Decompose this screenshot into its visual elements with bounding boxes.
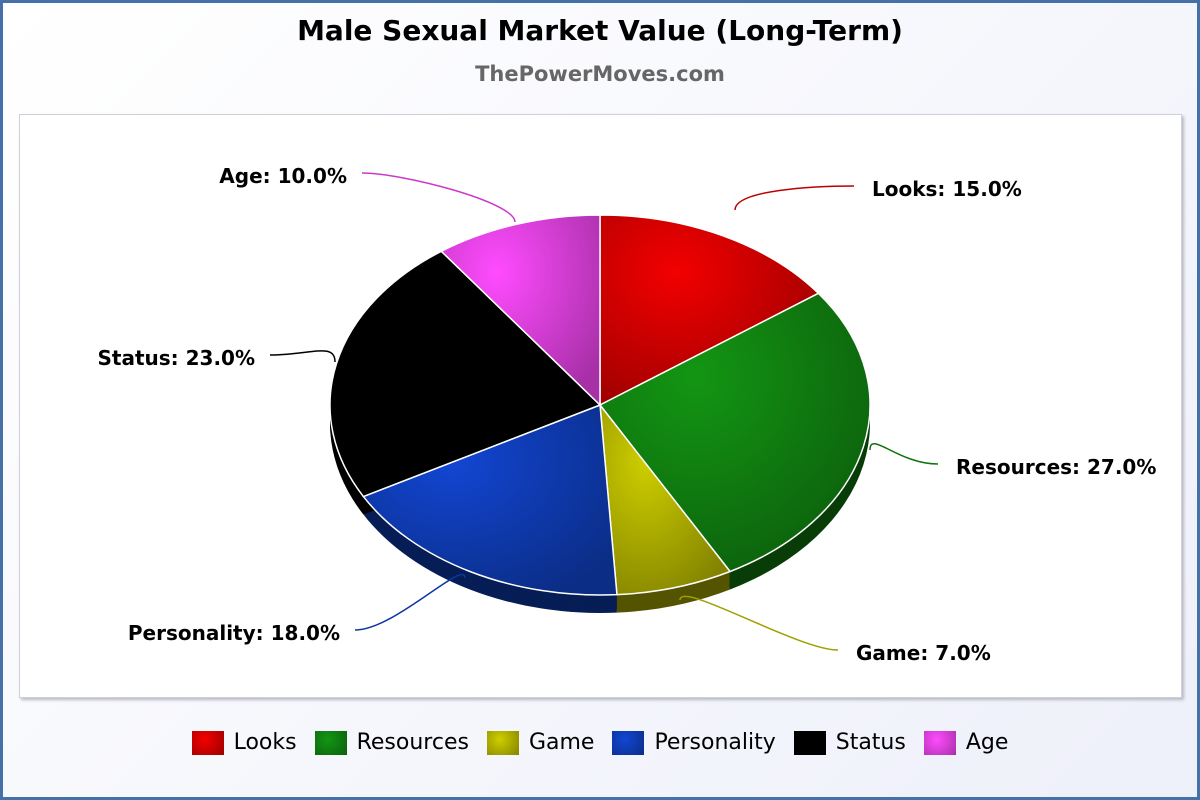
legend-swatch	[486, 730, 519, 755]
legend: Looks Resources Game Personality Status Age	[0, 730, 1200, 755]
legend-swatch	[793, 730, 826, 755]
chart-subtitle: ThePowerMoves.com	[475, 62, 725, 86]
legend-swatch	[923, 730, 956, 755]
pie-slice-resources[interactable]	[598, 292, 871, 573]
leader-line	[361, 172, 516, 223]
pie-slice-looks[interactable]	[599, 214, 820, 407]
legend-swatch	[612, 730, 645, 755]
data-label: Resources: 27.0%	[956, 455, 1156, 479]
data-label: Personality: 18.0%	[128, 621, 340, 645]
legend-label: Resources	[356, 730, 469, 755]
pie-slice-game[interactable]	[599, 402, 732, 596]
chart-title: Male Sexual Market Value (Long-Term)	[297, 14, 903, 47]
legend-item[interactable]: Resources	[314, 730, 469, 755]
legend-label: Game	[528, 730, 595, 755]
leader-line	[354, 573, 466, 631]
legend-label: Personality	[654, 730, 776, 755]
legend-item[interactable]: Status	[793, 730, 906, 755]
legend-label: Status	[835, 730, 906, 755]
data-label: Looks: 15.0%	[872, 177, 1022, 201]
data-label: Age: 10.0%	[219, 164, 347, 188]
legend-swatch	[314, 730, 347, 755]
legend-item[interactable]: Personality	[612, 730, 776, 755]
legend-label: Age	[965, 730, 1009, 755]
data-label: Status: 23.0%	[97, 346, 255, 370]
legend-item[interactable]: Looks	[191, 730, 297, 755]
pie-slice-personality[interactable]	[362, 403, 618, 596]
legend-item[interactable]: Age	[923, 730, 1009, 755]
leader-line	[679, 595, 839, 651]
legend-label: Looks	[233, 730, 297, 755]
pie-slice-age[interactable]	[440, 214, 601, 407]
pie-slice-status[interactable]	[329, 250, 602, 498]
legend-swatch	[191, 730, 224, 755]
leader-line	[734, 185, 855, 211]
leader-line	[869, 443, 939, 465]
data-label: Game: 7.0%	[856, 641, 991, 665]
legend-item[interactable]: Game	[486, 730, 595, 755]
leader-line	[269, 350, 336, 363]
